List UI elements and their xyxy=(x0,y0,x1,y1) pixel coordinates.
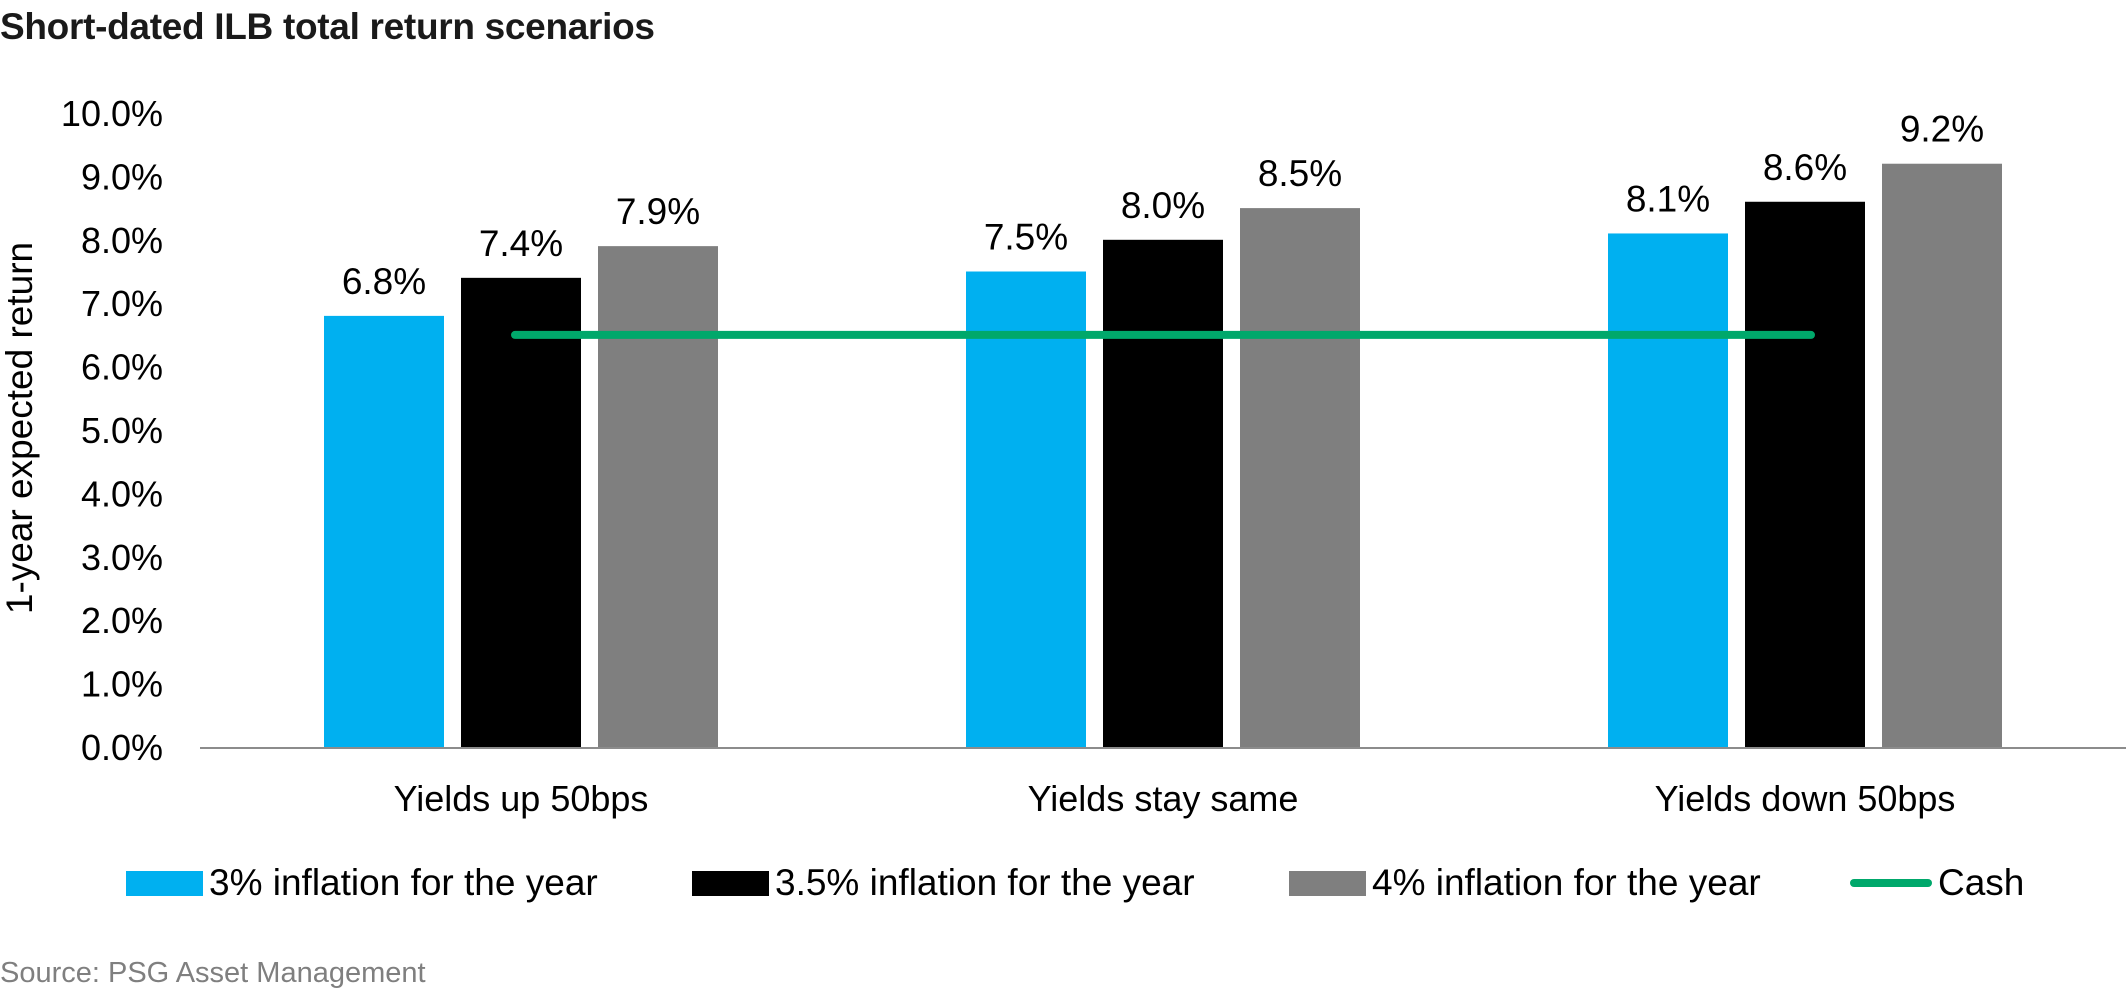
data-label: 8.1% xyxy=(1626,178,1710,219)
x-category-label: Yields down 50bps xyxy=(1655,778,1956,819)
bar-series-2-cat-2 xyxy=(1103,239,1223,748)
y-tick-label: 3.0% xyxy=(81,537,163,578)
bar-series-2-cat-1 xyxy=(461,277,581,747)
legend-label-series-1: 3% inflation for the year xyxy=(209,862,598,903)
bar-series-3-cat-2 xyxy=(1240,208,1360,748)
data-label: 9.2% xyxy=(1900,109,1984,150)
legend-swatch-series-1 xyxy=(126,870,203,896)
data-label: 8.6% xyxy=(1763,147,1847,188)
y-tick-label: 10.0% xyxy=(61,93,163,134)
legend-item-series-3: 4% inflation for the year xyxy=(1289,858,1761,908)
source-note: Source: PSG Asset Management xyxy=(0,957,426,989)
y-tick-label: 9.0% xyxy=(81,156,163,197)
x-category-label: Yields stay same xyxy=(1028,778,1299,819)
bar-series-1-cat-2 xyxy=(966,271,1086,747)
data-label: 7.4% xyxy=(479,223,563,264)
data-label: 7.5% xyxy=(984,217,1068,258)
bar-series-3-cat-3 xyxy=(1882,163,2002,748)
data-label: 6.8% xyxy=(342,261,426,302)
y-tick-label: 5.0% xyxy=(81,410,163,451)
legend-item-cash: Cash xyxy=(1850,858,2024,908)
bar-series-1-cat-3 xyxy=(1608,233,1728,747)
legend-label-series-2: 3.5% inflation for the year xyxy=(775,862,1195,903)
legend-swatch-cash xyxy=(1850,879,1932,887)
y-tick-label: 1.0% xyxy=(81,664,163,705)
data-label: 8.5% xyxy=(1258,153,1342,194)
bar-series-1-cat-1 xyxy=(324,315,444,747)
legend-item-series-2: 3.5% inflation for the year xyxy=(692,858,1195,908)
y-tick-label: 2.0% xyxy=(81,600,163,641)
legend-swatch-series-3 xyxy=(1289,870,1366,896)
y-axis-title: 1-year expected return xyxy=(0,242,40,614)
bar-series-3-cat-1 xyxy=(598,246,718,747)
legend-item-series-1: 3% inflation for the year xyxy=(126,858,598,908)
chart-legend: 3% inflation for the year 3.5% inflation… xyxy=(0,858,2126,908)
legend-swatch-series-2 xyxy=(692,870,769,896)
chart-title: Short-dated ILB total return scenarios xyxy=(0,6,655,47)
y-tick-label: 8.0% xyxy=(81,220,163,261)
legend-label-cash: Cash xyxy=(1938,862,2025,903)
x-category-label: Yields up 50bps xyxy=(394,778,649,819)
y-tick-label: 7.0% xyxy=(81,283,163,324)
y-tick-label: 0.0% xyxy=(81,727,163,768)
data-label: 7.9% xyxy=(616,191,700,232)
y-tick-label: 4.0% xyxy=(81,473,163,514)
data-label: 8.0% xyxy=(1121,185,1205,226)
y-tick-label: 6.0% xyxy=(81,347,163,388)
chart-plot: 0.0% 1.0% 2.0% 3.0% 4.0% 5.0% 6.0% 7.0% 8.0% 9.0%… xyxy=(0,93,2126,819)
bar-series-2-cat-3 xyxy=(1745,201,1865,747)
legend-label-series-3: 4% inflation for the year xyxy=(1372,862,1761,903)
